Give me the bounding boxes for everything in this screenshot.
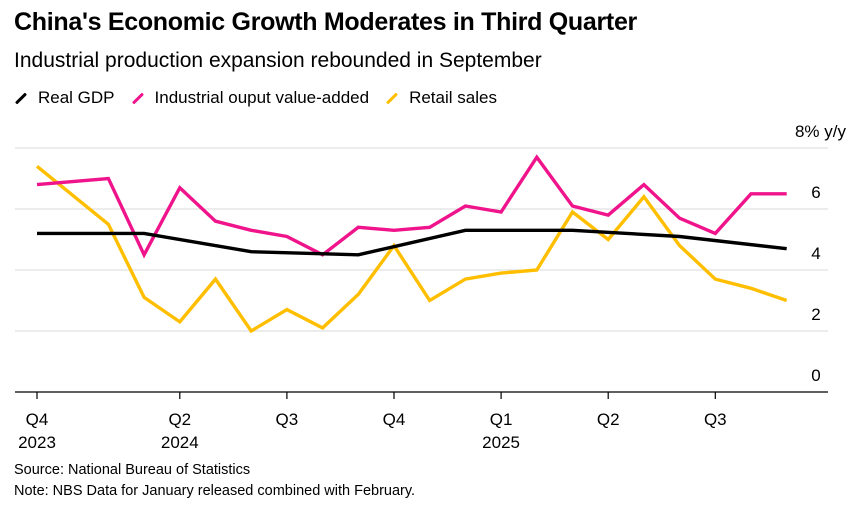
series-line-real-gdp — [37, 228, 787, 257]
x-tick-year-2025: 2025 — [482, 433, 520, 452]
x-tick-label-Q4: Q4 — [383, 410, 406, 429]
y-tick-label-2: 2 — [811, 305, 820, 324]
x-tick-year-2024: 2024 — [161, 433, 199, 452]
series-line-industrial-ouput-value-added — [36, 154, 787, 259]
x-axis — [15, 391, 828, 399]
y-unit-label: 8% y/y — [795, 122, 847, 141]
y-tick-label-0: 0 — [811, 366, 820, 385]
series-line-retail-sales — [35, 164, 788, 334]
legend-item-real-gdp: Real GDP — [14, 88, 115, 108]
legend-item-retail-sales: Retail sales — [385, 88, 497, 108]
x-tick-label-Q3: Q3 — [704, 410, 727, 429]
legend-label-real-gdp: Real GDP — [38, 88, 115, 107]
legend-item-industrial-output: Industrial ouput value-added — [131, 88, 370, 108]
chart-subtitle: Industrial production expansion rebounde… — [14, 49, 542, 72]
legend-label-retail-sales: Retail sales — [409, 88, 497, 107]
x-tick-label-Q2: Q2 — [168, 410, 191, 429]
x-tick-label-Q4: Q4 — [26, 410, 49, 429]
x-tick-label-Q1: Q1 — [490, 410, 513, 429]
x-tick-label-Q2: Q2 — [597, 410, 620, 429]
tick-labels: 0 2 4 6 8% y/y Q4 2023 Q2 2024 Q3 Q4 Q1 2025 Q2 Q3 — [18, 122, 846, 452]
chart-title: China's Economic Growth Moderates in Thi… — [14, 8, 637, 36]
y-tick-label-4: 4 — [811, 244, 820, 263]
x-tick-year-2023: 2023 — [18, 433, 56, 452]
footnote: Note: NBS Data for January released comb… — [14, 483, 416, 499]
y-tick-label-6: 6 — [811, 183, 820, 202]
legend: Real GDP Industrial ouput value-added Re… — [14, 86, 513, 110]
source-note: Source: National Bureau of Statistics — [14, 462, 251, 478]
series-lines — [35, 154, 788, 334]
legend-label-industrial-output: Industrial ouput value-added — [154, 88, 370, 107]
x-tick-label-Q3: Q3 — [276, 410, 299, 429]
gridlines — [15, 147, 828, 332]
